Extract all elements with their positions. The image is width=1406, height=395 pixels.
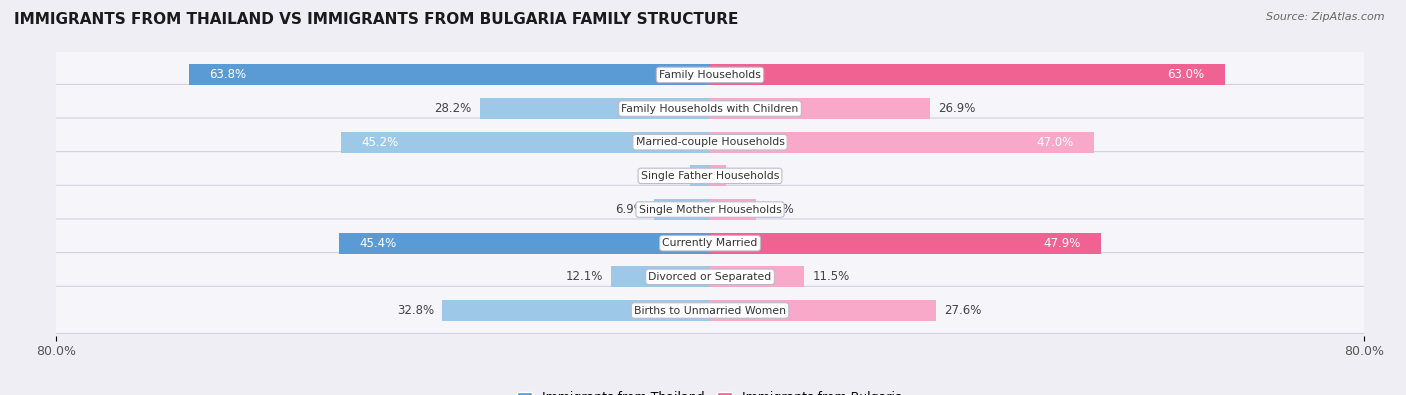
Text: Single Father Households: Single Father Households [641,171,779,181]
Bar [479,98,710,119]
FancyBboxPatch shape [51,51,1369,98]
Text: 45.4%: 45.4% [360,237,396,250]
Bar [339,233,710,254]
Text: 63.0%: 63.0% [1167,68,1205,81]
Bar [710,64,1225,85]
Text: 32.8%: 32.8% [396,304,434,317]
FancyBboxPatch shape [51,152,1369,199]
Text: IMMIGRANTS FROM THAILAND VS IMMIGRANTS FROM BULGARIA FAMILY STRUCTURE: IMMIGRANTS FROM THAILAND VS IMMIGRANTS F… [14,12,738,27]
Bar [340,132,710,152]
Text: 47.0%: 47.0% [1036,136,1074,149]
Text: 11.5%: 11.5% [813,270,849,283]
Text: 2.0%: 2.0% [734,169,765,182]
Text: 5.6%: 5.6% [763,203,794,216]
Bar [710,199,756,220]
Text: Single Mother Households: Single Mother Households [638,205,782,214]
Bar [710,300,935,321]
Text: Married-couple Households: Married-couple Households [636,137,785,147]
Bar [710,233,1101,254]
Text: Source: ZipAtlas.com: Source: ZipAtlas.com [1267,12,1385,22]
Bar [654,199,710,220]
FancyBboxPatch shape [51,219,1369,266]
FancyBboxPatch shape [51,85,1369,132]
Text: 45.2%: 45.2% [361,136,398,149]
FancyBboxPatch shape [51,118,1369,165]
Bar [612,266,710,287]
FancyBboxPatch shape [51,286,1369,333]
Bar [710,266,804,287]
Text: 47.9%: 47.9% [1043,237,1081,250]
Text: Divorced or Separated: Divorced or Separated [648,272,772,282]
Text: 6.9%: 6.9% [616,203,645,216]
Text: 2.5%: 2.5% [651,169,682,182]
Bar [441,300,710,321]
FancyBboxPatch shape [51,185,1369,232]
Text: Family Households: Family Households [659,70,761,80]
Text: Family Households with Children: Family Households with Children [621,103,799,114]
Text: 28.2%: 28.2% [434,102,471,115]
Text: Currently Married: Currently Married [662,238,758,248]
Text: 63.8%: 63.8% [209,68,246,81]
Legend: Immigrants from Thailand, Immigrants from Bulgaria: Immigrants from Thailand, Immigrants fro… [512,386,908,395]
Bar [710,132,1094,152]
Bar [710,166,727,186]
Bar [710,98,929,119]
Bar [188,64,710,85]
Bar [689,166,710,186]
Text: 27.6%: 27.6% [943,304,981,317]
Text: 26.9%: 26.9% [938,102,976,115]
Text: 12.1%: 12.1% [565,270,603,283]
Text: Births to Unmarried Women: Births to Unmarried Women [634,305,786,316]
FancyBboxPatch shape [51,253,1369,300]
